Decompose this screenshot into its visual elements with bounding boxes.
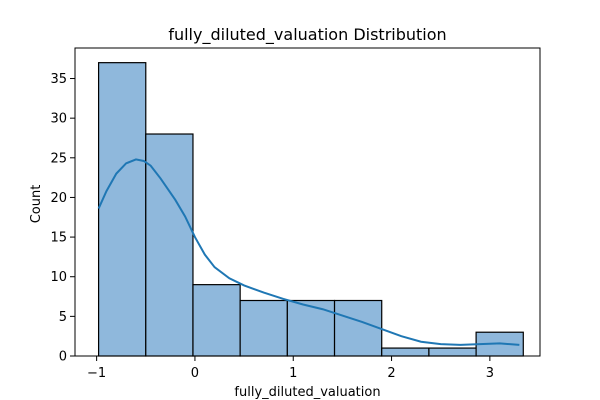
histogram-bar-4 bbox=[239, 299, 288, 357]
histogram-bar-5 bbox=[286, 299, 336, 357]
histogram-bar-8 bbox=[428, 347, 477, 357]
y-tick-label-6: 25 bbox=[50, 151, 67, 166]
x-axis-label: fully_diluted_valuation bbox=[234, 385, 380, 400]
y-tick-label-8: 35 bbox=[50, 72, 67, 87]
histogram-bar-6 bbox=[333, 299, 383, 357]
y-tick-label-7: 30 bbox=[50, 112, 67, 127]
kde-line bbox=[97, 158, 520, 346]
histogram-bar-7 bbox=[381, 347, 430, 357]
x-tick-label-2: 0 bbox=[191, 366, 199, 381]
y-axis-label: Count bbox=[29, 185, 44, 224]
histogram-bar-3 bbox=[192, 284, 241, 357]
y-tick-label-5: 20 bbox=[50, 191, 67, 206]
x-tick-label-3: 1 bbox=[289, 366, 297, 381]
y-tick-label-4: 15 bbox=[50, 231, 67, 246]
histogram-bar-1 bbox=[97, 62, 147, 357]
y-tick-label-1: 0 bbox=[59, 350, 67, 365]
chart-title: fully_diluted_valuation Distribution bbox=[168, 25, 446, 45]
x-axis-ticks: −1 0 1 2 3 bbox=[87, 356, 494, 381]
x-tick-label-4: 2 bbox=[387, 366, 395, 381]
x-tick-label-1: −1 bbox=[87, 366, 106, 381]
y-axis-ticks: 0 5 10 15 20 25 30 35 bbox=[50, 72, 75, 365]
histogram-bars bbox=[97, 62, 524, 357]
plot-frame bbox=[74, 47, 541, 357]
y-tick-label-2: 5 bbox=[59, 310, 67, 325]
y-tick-label-3: 10 bbox=[50, 270, 67, 285]
x-tick-label-5: 3 bbox=[486, 366, 494, 381]
